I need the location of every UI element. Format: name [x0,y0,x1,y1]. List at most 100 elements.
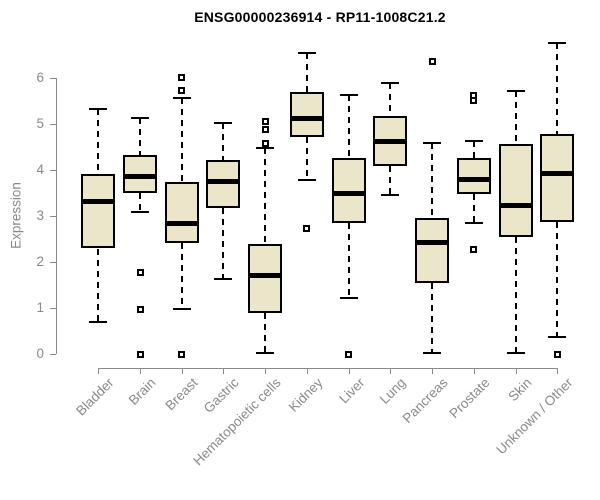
whisker-cap-lower [256,352,275,355]
whisker-lower [431,283,434,354]
whisker-cap-upper [339,93,358,96]
outlier-point [261,117,269,125]
y-tick [50,215,56,217]
whisker-upper [472,140,475,159]
whisker-upper [431,143,434,219]
x-tick [265,368,267,374]
box [456,158,491,194]
x-tick [98,368,100,374]
outlier-point [470,246,478,254]
y-tick-label: 2 [36,254,44,270]
whisker-upper [180,98,183,183]
whisker-cap-lower [423,352,442,355]
outlier-point [303,224,311,232]
whisker-cap-lower [131,210,150,213]
whisker-lower [139,193,142,212]
y-tick [50,169,56,171]
box [498,144,533,237]
whisker-cap-lower [464,222,483,225]
whisker-cap-upper [506,89,525,92]
whisker-upper [222,122,225,161]
median-line [542,171,573,177]
y-tick-label: 1 [36,300,44,316]
whisker-upper [305,52,308,92]
median-line [500,202,531,208]
x-tick [473,368,475,374]
outlier-point [178,73,186,81]
outlier-point [428,58,436,66]
whisker-upper [556,42,559,135]
y-tick-label: 6 [36,70,44,86]
whisker-cap-lower [381,194,400,197]
whisker-lower [97,248,100,323]
outlier-point [553,350,561,358]
x-axis-line [98,368,559,369]
whisker-cap-upper [172,97,191,100]
whisker-lower [556,221,559,338]
outlier-point [261,126,269,134]
whisker-cap-lower [172,308,191,311]
x-tick [140,368,142,374]
whisker-lower [347,222,350,299]
x-tick [390,368,392,374]
outlier-point [345,350,353,358]
chart-title: ENSG00000236914 - RP11-1008C21.2 [194,9,446,25]
y-tick-label: 0 [36,346,44,362]
y-tick-label: 5 [36,116,44,132]
y-tick [50,353,56,355]
median-line [250,272,281,278]
y-tick [50,123,56,125]
median-line [417,240,448,246]
whisker-lower [264,312,267,354]
whisker-cap-lower [214,278,233,281]
median-line [458,177,489,183]
whisker-cap-upper [297,51,316,54]
outlier-point [178,350,186,358]
box [164,182,199,243]
whisker-cap-lower [506,352,525,355]
whisker-lower [222,207,225,280]
box [540,134,575,222]
median-line [208,179,239,185]
whisker-upper [264,148,267,245]
x-tick [223,368,225,374]
outlier-point [136,350,144,358]
whisker-cap-lower [548,336,567,339]
median-line [291,115,322,121]
y-tick [50,307,56,309]
whisker-lower [180,242,183,310]
whisker-cap-lower [297,178,316,181]
outlier-point [136,268,144,276]
outlier-point [136,305,144,313]
whisker-lower [389,166,392,196]
whisker-lower [472,193,475,224]
x-tick [432,368,434,374]
whisker-upper [347,94,350,158]
whisker-cap-upper [214,121,233,124]
whisker-cap-upper [548,41,567,44]
whisker-upper [514,90,517,145]
outlier-point [261,139,269,147]
y-tick-label: 4 [36,162,44,178]
whisker-cap-upper [381,81,400,84]
box [81,173,116,249]
outlier-point [178,87,186,95]
x-tick [181,368,183,374]
whisker-cap-upper [89,108,108,111]
whisker-upper [139,118,142,156]
box [331,157,366,223]
whisker-upper [389,82,392,116]
box [415,218,450,284]
outlier-point [470,97,478,105]
median-line [166,220,197,226]
y-tick-label: 3 [36,208,44,224]
median-line [333,191,364,197]
x-tick [557,368,559,374]
x-tick [306,368,308,374]
box [248,244,283,313]
y-tick [50,77,56,79]
y-tick [50,261,56,263]
whisker-cap-upper [131,117,150,120]
whisker-cap-upper [423,142,442,145]
whisker-cap-lower [339,297,358,300]
